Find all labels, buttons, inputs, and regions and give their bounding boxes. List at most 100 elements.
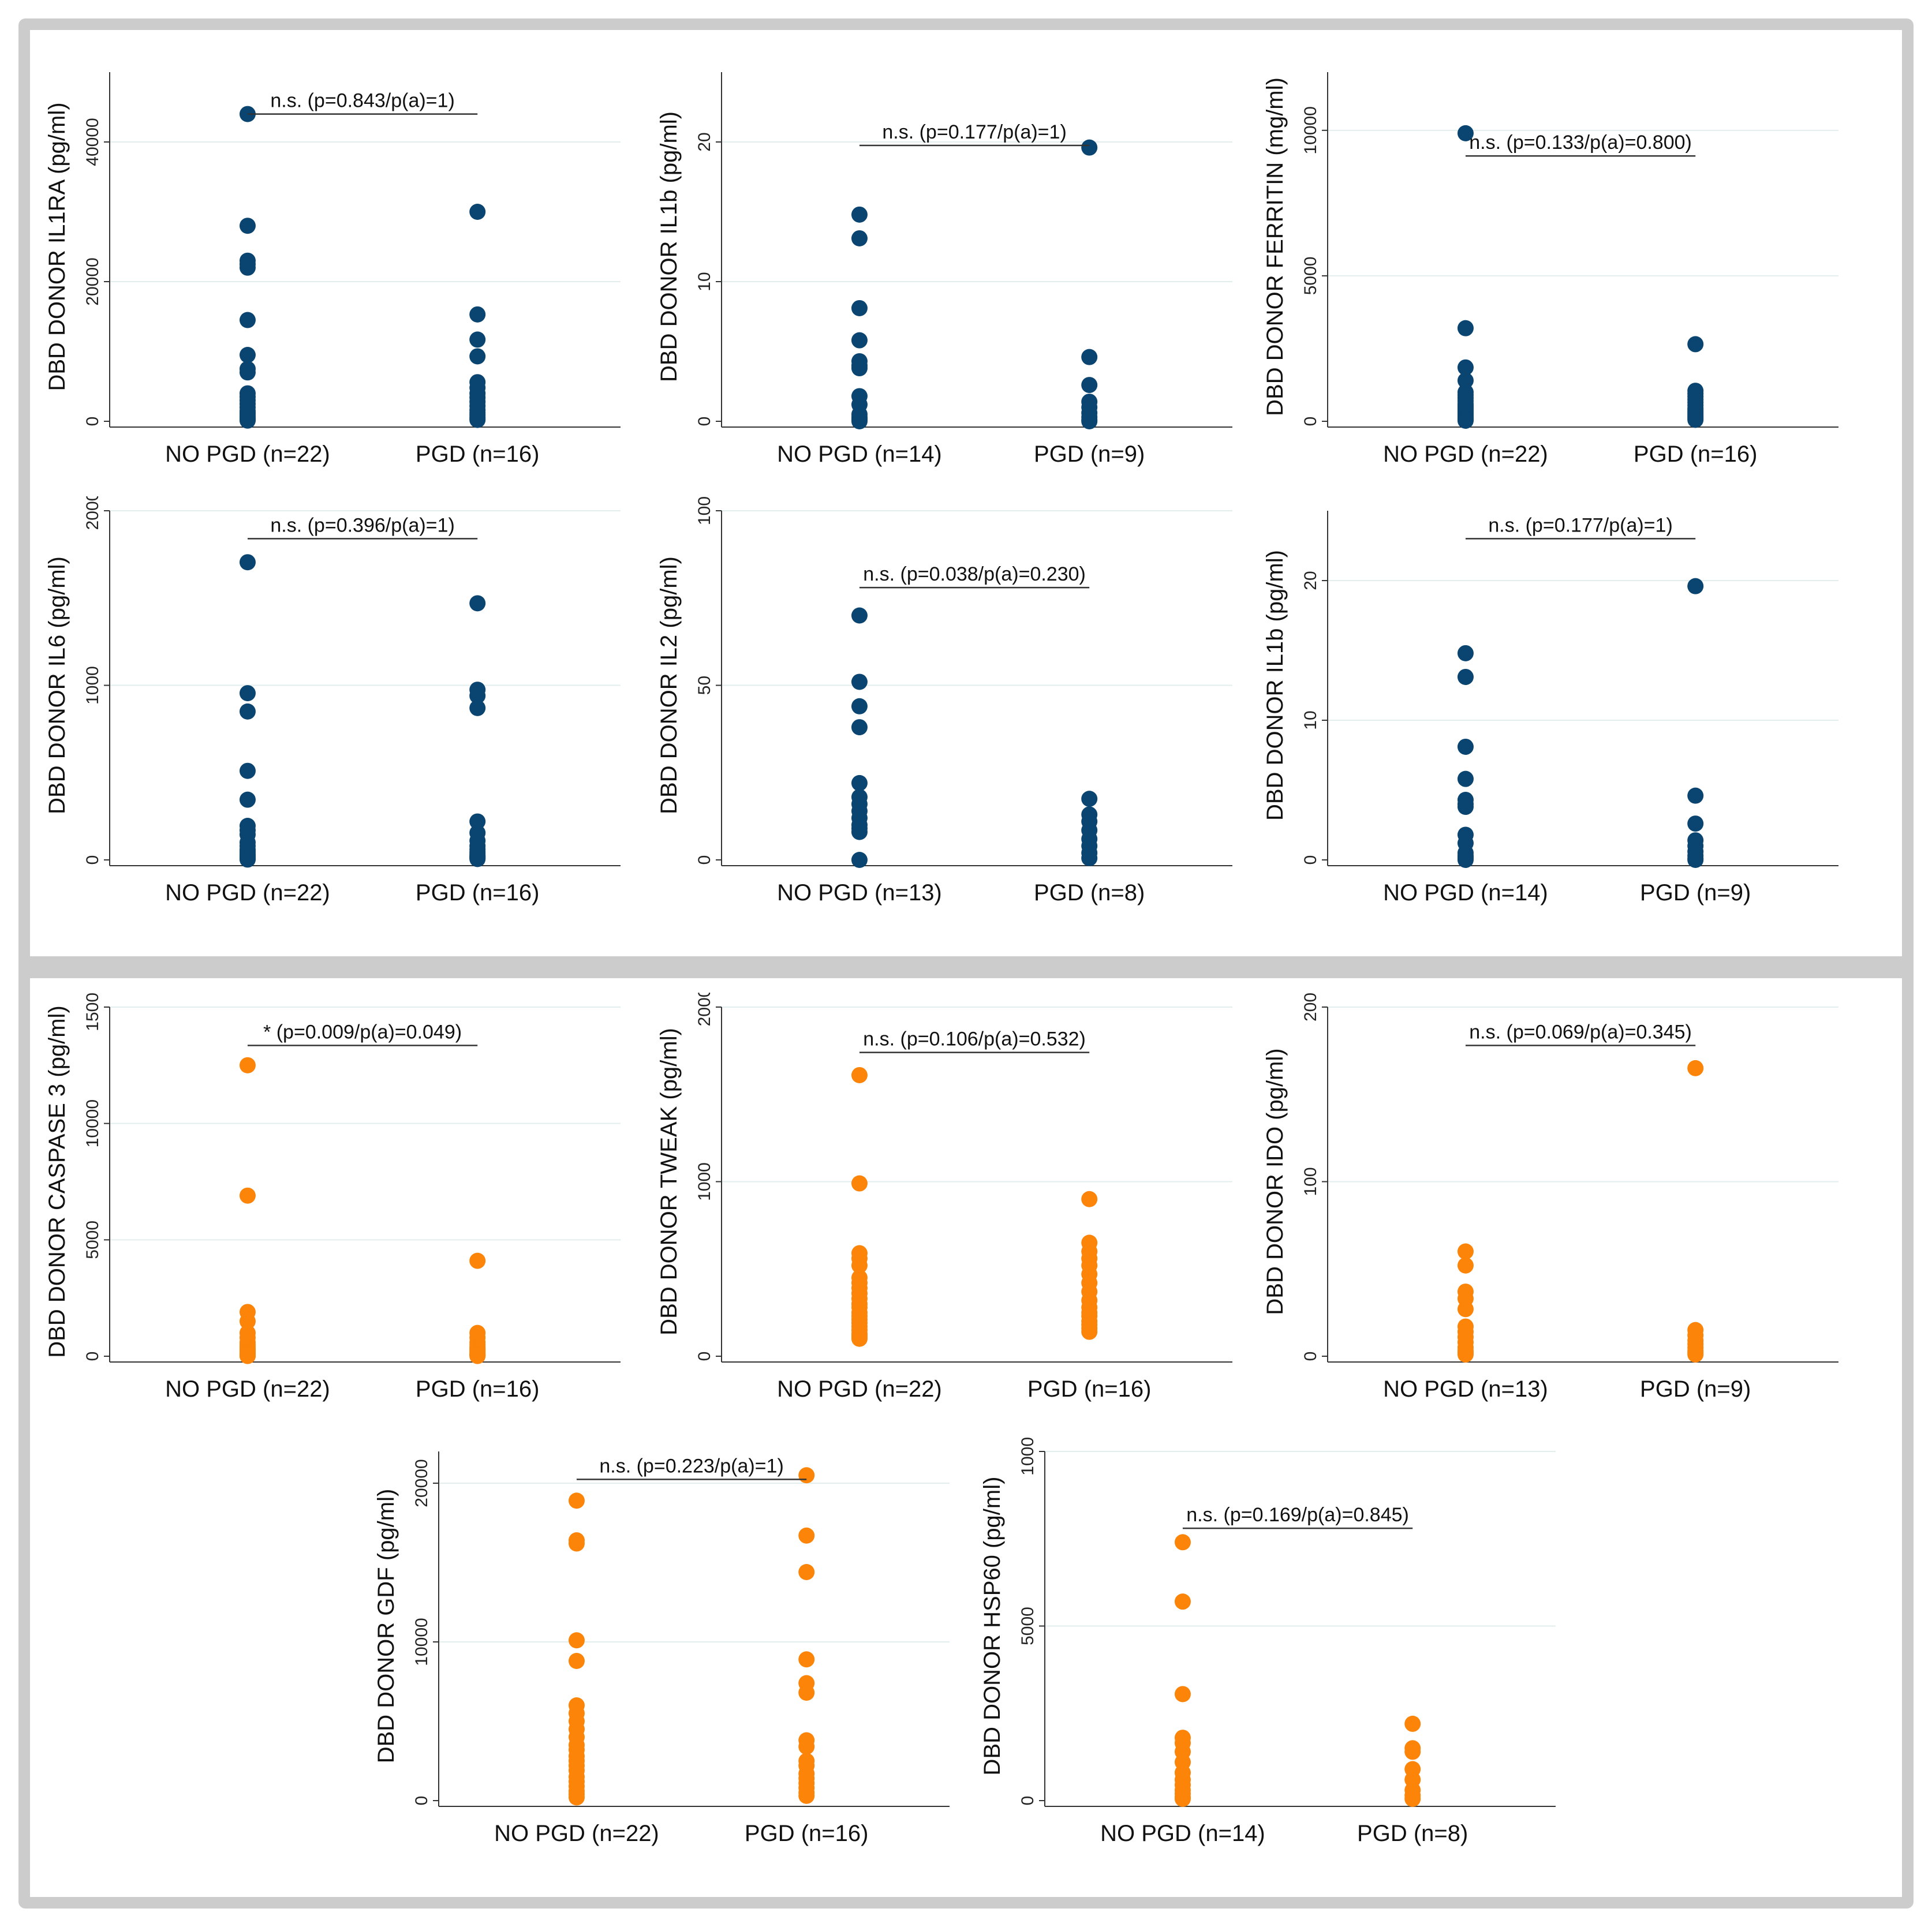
data-point xyxy=(1081,1191,1098,1207)
data-point xyxy=(1081,850,1098,866)
data-point xyxy=(851,673,868,690)
y-tick-label: 1000 xyxy=(83,666,102,705)
data-point xyxy=(239,218,256,234)
chart-panel-1: 0 20000 40000 DBD DONOR IL1RA (pg/ml) NO PGD… xyxy=(46,72,621,467)
data-point xyxy=(1081,349,1098,365)
data-point xyxy=(469,1252,486,1269)
y-tick-label: 0 xyxy=(1301,855,1320,865)
data-point xyxy=(1457,1243,1474,1260)
y-axis-label: DBD DONOR IL1b (pg/ml) xyxy=(1264,550,1288,821)
y-tick-label: 0 xyxy=(83,855,102,865)
data-point xyxy=(1687,411,1704,428)
y-axis-label: DBD DONOR IL1b (pg/ml) xyxy=(658,111,682,382)
data-point xyxy=(1174,1790,1191,1807)
y-tick-label: 10 xyxy=(1301,710,1320,729)
data-point xyxy=(568,1535,585,1552)
chart-panel-9: 0 100 200 DBD DONOR IDO (pg/ml) NO PGD (n=13… xyxy=(1264,993,1838,1402)
data-point xyxy=(1457,1257,1474,1274)
y-tick-label: 5000 xyxy=(83,1221,102,1259)
data-point xyxy=(469,595,486,612)
data-point xyxy=(568,1492,585,1509)
significance-annotation: n.s. (p=0.038/p(a)=0.230) xyxy=(863,563,1086,585)
y-tick-label: 200 xyxy=(1301,993,1320,1022)
data-point xyxy=(1404,1790,1421,1807)
data-point xyxy=(469,411,486,428)
y-tick-label: 2000 xyxy=(695,993,714,1026)
data-point xyxy=(851,1330,868,1347)
data-point xyxy=(239,554,256,571)
chart-panel-6: 0 10 20 DBD DONOR IL1b (pg/ml) NO PGD (n=14)… xyxy=(1264,511,1838,905)
y-tick-label: 10000 xyxy=(1018,1437,1037,1476)
significance-annotation: n.s. (p=0.843/p(a)=1) xyxy=(270,90,454,112)
y-tick-label: 0 xyxy=(695,1352,714,1361)
data-point xyxy=(1081,413,1098,429)
data-point xyxy=(239,791,256,808)
y-axis-label: DBD DONOR GDF (pg/ml) xyxy=(375,1489,399,1764)
data-point xyxy=(469,851,486,867)
data-point xyxy=(239,364,256,381)
y-tick-label: 0 xyxy=(412,1796,431,1806)
data-point xyxy=(798,1467,815,1484)
y-tick-label: 0 xyxy=(1301,417,1320,426)
y-tick-label: 10000 xyxy=(412,1618,431,1666)
data-point xyxy=(1081,791,1098,807)
data-point xyxy=(851,1257,868,1274)
category-label-1: NO PGD (n=14) xyxy=(1100,1821,1265,1846)
data-point xyxy=(851,300,868,316)
category-label-2: PGD (n=16) xyxy=(745,1821,869,1846)
frame-box-bottom xyxy=(30,978,1902,1897)
y-tick-label: 40000 xyxy=(83,118,102,166)
category-label-1: NO PGD (n=14) xyxy=(1383,880,1548,905)
data-point xyxy=(851,774,868,791)
data-point xyxy=(798,1564,815,1580)
data-point xyxy=(568,1653,585,1669)
significance-annotation: n.s. (p=0.223/p(a)=1) xyxy=(599,1455,783,1477)
data-point xyxy=(1457,645,1474,661)
data-point xyxy=(798,1738,815,1755)
data-point xyxy=(1081,139,1098,156)
y-tick-label: 5000 xyxy=(1018,1607,1037,1645)
data-point xyxy=(239,851,256,868)
data-point xyxy=(469,331,486,348)
y-axis-label: DBD DONOR TWEAK (pg/ml) xyxy=(658,1028,682,1335)
data-point xyxy=(239,1348,256,1364)
data-point xyxy=(1457,372,1474,389)
data-point xyxy=(1687,787,1704,804)
category-label-2: PGD (n=16) xyxy=(1634,441,1758,467)
data-point xyxy=(1457,320,1474,336)
y-axis-label: DBD DONOR IL6 (pg/ml) xyxy=(46,556,70,814)
data-point xyxy=(1457,1346,1474,1363)
category-label-2: PGD (n=9) xyxy=(1034,441,1145,467)
category-label-2: PGD (n=16) xyxy=(416,1376,540,1402)
data-point xyxy=(851,413,868,429)
y-tick-label: 1000 xyxy=(695,1162,714,1201)
significance-annotation: n.s. (p=0.177/p(a)=1) xyxy=(1488,514,1672,536)
data-point xyxy=(469,813,486,830)
y-axis-label: DBD DONOR IL2 (pg/ml) xyxy=(658,556,682,814)
data-point xyxy=(851,824,868,840)
category-label-2: PGD (n=16) xyxy=(416,880,540,905)
data-point xyxy=(798,1685,815,1701)
data-point xyxy=(239,1187,256,1204)
data-point xyxy=(1457,852,1474,868)
data-point xyxy=(851,1175,868,1192)
category-label-2: PGD (n=16) xyxy=(416,441,540,467)
data-point xyxy=(1687,1346,1704,1363)
data-point xyxy=(239,762,256,779)
data-point xyxy=(568,1789,585,1806)
data-point xyxy=(239,412,256,429)
data-point xyxy=(851,360,868,377)
data-point xyxy=(1404,1715,1421,1732)
data-point xyxy=(851,719,868,736)
data-point xyxy=(1174,1534,1191,1551)
y-tick-label: 10000 xyxy=(1301,106,1320,154)
data-point xyxy=(469,348,486,365)
chart-panel-2: 0 10 20 DBD DONOR IL1b (pg/ml) NO PGD (n=14)… xyxy=(658,72,1232,467)
y-tick-label: 20 xyxy=(695,132,714,151)
data-point xyxy=(1174,1593,1191,1610)
data-point xyxy=(568,1632,585,1649)
category-label-1: NO PGD (n=22) xyxy=(777,1376,942,1402)
category-label-2: PGD (n=8) xyxy=(1357,1821,1468,1846)
chart-panel-5: 0 50 100 DBD DONOR IL2 (pg/ml) NO PGD (n=13)… xyxy=(658,496,1232,905)
